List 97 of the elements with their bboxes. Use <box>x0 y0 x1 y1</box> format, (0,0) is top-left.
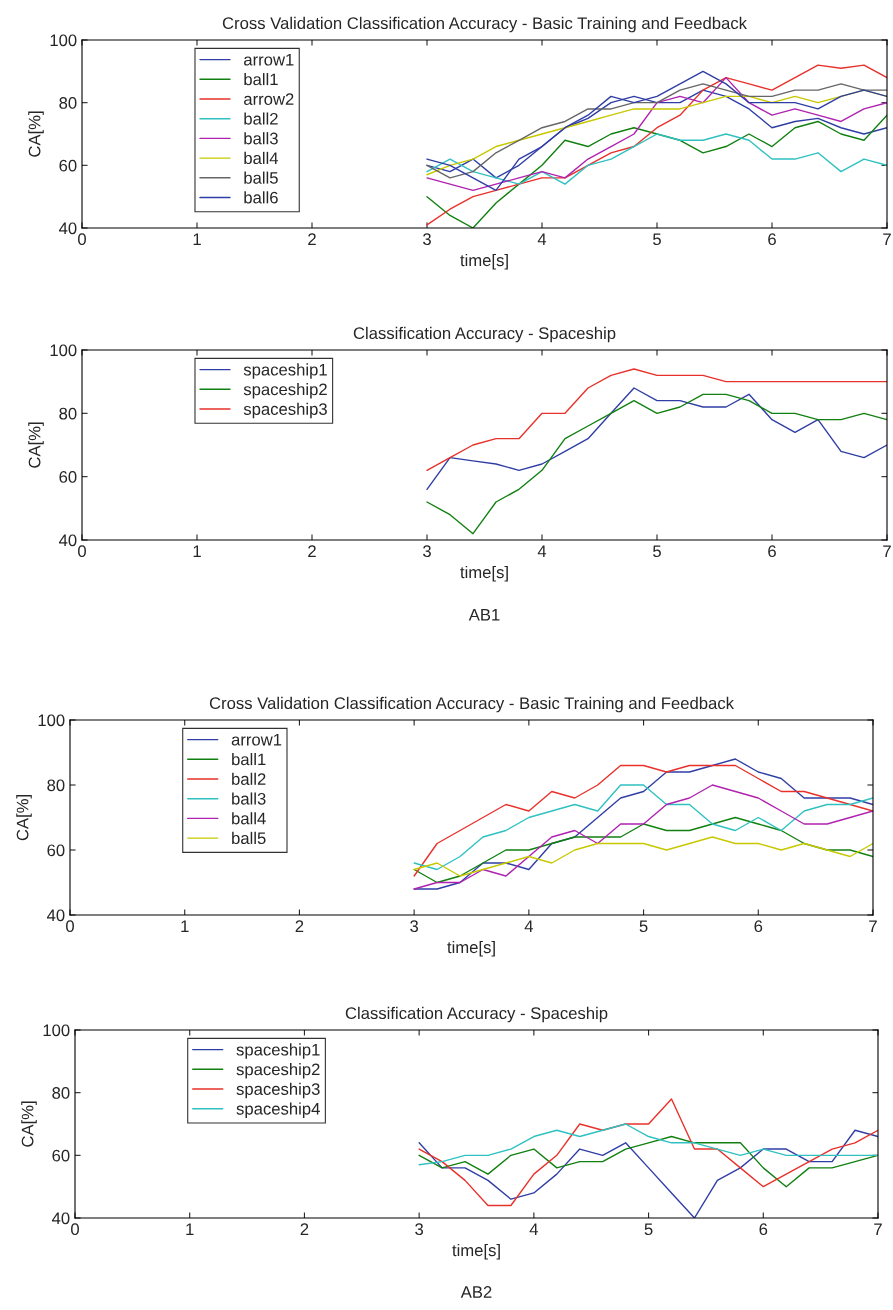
line-series <box>426 387 887 491</box>
legend-label: ball2 <box>232 772 266 785</box>
text: AB1 <box>468 609 500 621</box>
x-axis-title: time[s] <box>460 253 508 270</box>
x-tick-label: 2 <box>308 233 316 245</box>
legend-label: ball3 <box>232 792 266 805</box>
x-tick-label: 0 <box>78 545 86 558</box>
x-tick-label: 6 <box>759 1223 768 1236</box>
line-series <box>418 1098 878 1207</box>
x-tick-label: 4 <box>537 233 547 245</box>
x-tick-label: 3 <box>415 1223 424 1236</box>
line-series <box>426 393 887 535</box>
line-series <box>426 64 887 226</box>
line-series <box>418 1123 878 1166</box>
x-tick-label: 3 <box>423 545 431 558</box>
legend-label: spaceship2 <box>236 1063 320 1079</box>
x-tick-label: 7 <box>883 233 891 245</box>
line-series <box>418 1135 878 1188</box>
y-tick-label: 40 <box>51 1212 70 1225</box>
x-tick-label: 0 <box>71 1223 79 1236</box>
legend-label: arrow2 <box>244 93 294 105</box>
x-tick-label: 5 <box>639 920 648 933</box>
y-tick-label: 40 <box>46 909 65 922</box>
line-series <box>413 784 873 871</box>
legend-label: spaceship3 <box>243 402 327 419</box>
x-tick-label: 6 <box>754 920 763 933</box>
line-series <box>413 784 873 890</box>
x-tick-label: 2 <box>295 920 304 932</box>
x-axis-title: time[s] <box>460 565 508 582</box>
x-tick-label: 1 <box>181 920 189 932</box>
y-tick-label: 100 <box>50 34 77 47</box>
y-tick-label: 40 <box>58 534 77 547</box>
line-series <box>418 1129 878 1218</box>
x-tick-label: 1 <box>193 545 201 557</box>
x-tick-label: 6 <box>768 233 776 246</box>
y-axis-title: CA[%] <box>16 795 32 841</box>
y-axis-title: CA[%] <box>28 111 44 157</box>
x-axis-title: time[s] <box>452 1243 500 1260</box>
legend-label: ball5 <box>232 831 266 845</box>
legend-label: ball5 <box>244 171 278 184</box>
legend-label: spaceship1 <box>243 363 327 379</box>
y-tick-label: 100 <box>38 714 65 727</box>
y-tick-label: 80 <box>59 97 77 109</box>
chart-title: Cross Validation Classification Accuracy - Basic Training and Feedback <box>209 696 735 713</box>
legend-label: ball6 <box>244 191 278 204</box>
y-axis-title: CA[%] <box>28 422 44 468</box>
text: AB2 <box>460 1286 492 1298</box>
y-tick-label: 100 <box>43 1024 70 1037</box>
x-tick-label: 0 <box>66 920 74 933</box>
legend-label: ball4 <box>232 812 266 825</box>
x-tick-label: 2 <box>300 1223 309 1235</box>
line-series <box>426 133 887 185</box>
line-series <box>426 368 887 472</box>
x-axis-title: time[s] <box>447 940 495 957</box>
y-tick-label: 80 <box>47 779 65 792</box>
x-tick-label: 6 <box>768 545 776 558</box>
chart-title: Classification Accuracy - Spaceship <box>353 326 616 343</box>
x-tick-label: 4 <box>537 545 547 557</box>
legend-label: spaceship4 <box>236 1102 320 1118</box>
x-tick-label: 5 <box>644 1223 653 1236</box>
legend-label: spaceship3 <box>236 1082 320 1099</box>
legend-label: ball3 <box>244 132 278 145</box>
x-tick-label: 5 <box>653 233 661 246</box>
x-tick-label: 4 <box>524 920 533 932</box>
x-tick-label: 2 <box>308 545 316 557</box>
y-tick-label: 80 <box>59 407 77 420</box>
y-tick-label: 60 <box>59 471 77 483</box>
legend-label: spaceship2 <box>243 383 327 399</box>
x-tick-label: 1 <box>186 1223 194 1235</box>
legend-label: ball4 <box>244 151 279 165</box>
legend-label: ball1 <box>244 73 278 86</box>
line-series <box>413 816 873 884</box>
chart-title: Cross Validation Classification Accuracy - Basic Training and Feedback <box>222 16 748 33</box>
x-tick-label: 7 <box>883 545 891 557</box>
legend-label: spaceship1 <box>236 1043 320 1059</box>
legend-label: ball2 <box>244 112 278 125</box>
y-tick-label: 40 <box>58 222 77 235</box>
x-tick-label: 5 <box>653 545 661 558</box>
legend-label: arrow1 <box>231 733 282 746</box>
y-tick-label: 60 <box>52 1149 70 1162</box>
x-tick-label: 3 <box>410 920 419 933</box>
line-series <box>426 114 887 228</box>
x-tick-label: 3 <box>423 233 431 246</box>
x-tick-label: 7 <box>869 920 877 932</box>
chart-title: Classification Accuracy - Spaceship <box>345 1006 608 1023</box>
x-tick-label: 0 <box>78 233 86 246</box>
y-axis-title: CA[%] <box>21 1101 37 1147</box>
legend-label: ball1 <box>232 753 266 766</box>
x-tick-label: 1 <box>193 233 201 245</box>
y-tick-label: 100 <box>50 344 77 357</box>
legend-label: arrow1 <box>244 53 294 66</box>
x-tick-label: 4 <box>529 1223 538 1235</box>
y-tick-label: 60 <box>59 159 77 172</box>
y-tick-label: 80 <box>52 1087 70 1099</box>
x-tick-label: 7 <box>874 1223 882 1235</box>
line-series <box>413 836 873 877</box>
y-tick-label: 60 <box>47 844 65 857</box>
